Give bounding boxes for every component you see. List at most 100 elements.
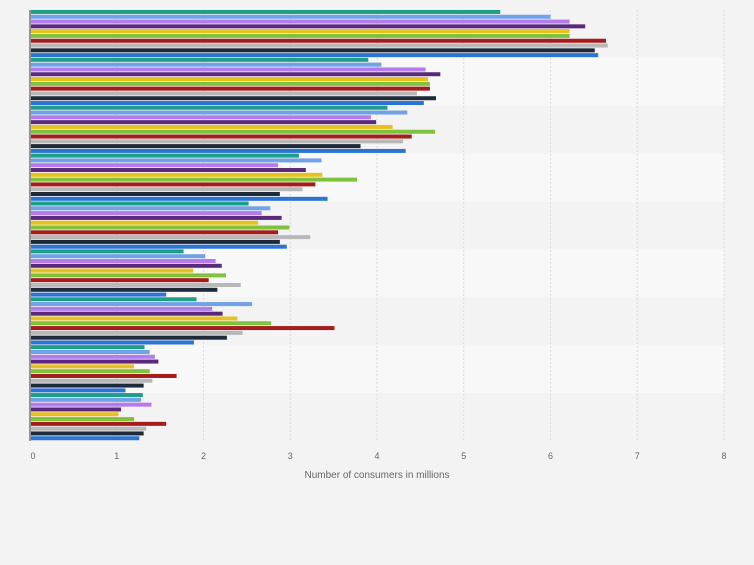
bar[interactable] xyxy=(31,282,241,287)
bar[interactable] xyxy=(31,311,223,316)
bar[interactable] xyxy=(31,287,218,292)
bar[interactable] xyxy=(31,302,253,307)
bar[interactable] xyxy=(31,388,126,393)
bar[interactable] xyxy=(31,19,570,24)
bar[interactable] xyxy=(31,249,184,254)
bar[interactable] xyxy=(31,220,259,225)
bar[interactable] xyxy=(31,177,358,182)
bar[interactable] xyxy=(31,402,152,407)
bar[interactable] xyxy=(31,436,140,441)
bar[interactable] xyxy=(31,373,177,378)
bar[interactable] xyxy=(31,96,436,101)
bar[interactable] xyxy=(31,196,328,201)
bar[interactable] xyxy=(31,182,316,187)
bar[interactable] xyxy=(31,345,145,350)
bar[interactable] xyxy=(31,62,382,67)
bar[interactable] xyxy=(31,393,143,398)
x-tick-label: 8 xyxy=(721,451,726,461)
bar[interactable] xyxy=(31,29,570,34)
bar[interactable] xyxy=(31,225,290,230)
bar[interactable] xyxy=(31,316,238,321)
bar[interactable] xyxy=(31,43,608,48)
bar[interactable] xyxy=(31,9,501,14)
bar[interactable] xyxy=(31,91,417,96)
bar[interactable] xyxy=(31,168,306,173)
x-tick-label: 5 xyxy=(461,451,466,461)
bar[interactable] xyxy=(31,278,209,283)
bar[interactable] xyxy=(31,72,441,77)
bar[interactable] xyxy=(31,24,586,29)
bar[interactable] xyxy=(31,67,426,72)
bar[interactable] xyxy=(31,48,595,53)
bar[interactable] xyxy=(31,292,167,297)
bar[interactable] xyxy=(31,139,404,144)
bar[interactable] xyxy=(31,417,135,422)
bar[interactable] xyxy=(31,239,280,244)
bar[interactable] xyxy=(31,77,429,82)
bar[interactable] xyxy=(31,421,167,426)
bar[interactable] xyxy=(31,369,150,374)
bar[interactable] xyxy=(31,254,206,259)
bar[interactable] xyxy=(31,268,194,273)
x-tick-label: 2 xyxy=(201,451,206,461)
bar[interactable] xyxy=(31,81,430,86)
bar[interactable] xyxy=(31,306,213,311)
bar[interactable] xyxy=(31,144,361,149)
bar[interactable] xyxy=(31,431,144,436)
bar[interactable] xyxy=(31,124,393,129)
bar[interactable] xyxy=(31,53,599,58)
x-tick-label: 0 xyxy=(30,451,35,461)
bar[interactable] xyxy=(31,273,227,278)
bar[interactable] xyxy=(31,359,159,364)
bar[interactable] xyxy=(31,158,322,163)
bar[interactable] xyxy=(31,235,311,240)
bar[interactable] xyxy=(31,153,299,158)
bar[interactable] xyxy=(31,215,282,220)
bar[interactable] xyxy=(31,321,272,326)
bar[interactable] xyxy=(31,378,153,383)
bar[interactable] xyxy=(31,244,287,249)
bar[interactable] xyxy=(31,326,335,331)
bar[interactable] xyxy=(31,206,271,211)
bar[interactable] xyxy=(31,86,430,91)
bar[interactable] xyxy=(31,407,122,412)
bar[interactable] xyxy=(31,120,377,125)
bar[interactable] xyxy=(31,349,150,354)
bar[interactable] xyxy=(31,163,279,168)
bar[interactable] xyxy=(31,397,142,402)
bar[interactable] xyxy=(31,412,119,417)
bar[interactable] xyxy=(31,354,155,359)
bar[interactable] xyxy=(31,230,279,235)
bar[interactable] xyxy=(31,258,216,263)
bar[interactable] xyxy=(31,364,135,369)
bar[interactable] xyxy=(31,263,222,268)
bar[interactable] xyxy=(31,187,303,192)
x-tick-label: 1 xyxy=(114,451,119,461)
bar[interactable] xyxy=(31,38,607,43)
bar[interactable] xyxy=(31,134,412,139)
bar[interactable] xyxy=(31,335,227,340)
bar[interactable] xyxy=(31,330,243,335)
bar[interactable] xyxy=(31,201,249,206)
bar[interactable] xyxy=(31,101,424,106)
x-tick-label: 4 xyxy=(374,451,379,461)
bar[interactable] xyxy=(31,383,144,388)
bar[interactable] xyxy=(31,110,408,115)
bar[interactable] xyxy=(31,57,369,62)
bar[interactable] xyxy=(31,192,280,197)
bar[interactable] xyxy=(31,297,197,302)
bar[interactable] xyxy=(31,211,262,216)
bar[interactable] xyxy=(31,426,147,431)
bar[interactable] xyxy=(31,148,406,153)
bar[interactable] xyxy=(31,340,194,345)
bar[interactable] xyxy=(31,172,323,177)
bar[interactable] xyxy=(31,105,388,110)
bar[interactable] xyxy=(31,14,551,19)
x-tick-label: 7 xyxy=(635,451,640,461)
bar[interactable] xyxy=(31,115,371,120)
bar[interactable] xyxy=(31,33,570,38)
x-axis-label: Number of consumers in millions xyxy=(304,470,449,481)
bar[interactable] xyxy=(31,129,436,134)
